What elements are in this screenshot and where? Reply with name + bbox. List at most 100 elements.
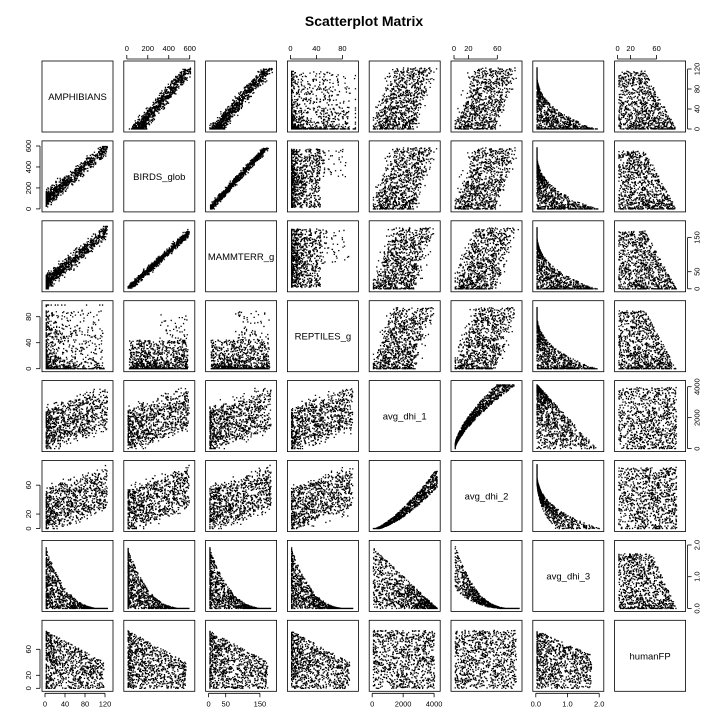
panel-0-5 xyxy=(450,60,523,133)
scatter-points xyxy=(618,466,678,530)
panel-2-4 xyxy=(368,220,441,293)
right-axis-0: 0 40 80 120 xyxy=(687,63,702,131)
scatter-points xyxy=(536,67,598,130)
scatter-points xyxy=(291,467,354,530)
tick-label: 20 xyxy=(24,671,33,679)
panel-2-3 xyxy=(286,220,359,293)
scatter-points xyxy=(618,150,676,210)
panel-frame xyxy=(286,540,359,612)
right-axis-2: 0 50 150 xyxy=(687,231,702,291)
panel-frame xyxy=(614,540,686,612)
panel-frame xyxy=(532,380,605,453)
panel-frame xyxy=(368,619,441,692)
tick-label: 1.0 xyxy=(562,699,572,708)
scatter-points xyxy=(127,630,187,689)
variable-label: avg_dhi_3 xyxy=(546,571,590,582)
panel-0-6 xyxy=(532,60,605,133)
top-axis-7: 0 20 60 xyxy=(616,44,661,60)
panel-3-4 xyxy=(368,300,441,373)
scatter-points xyxy=(536,384,597,450)
panel-frame xyxy=(123,220,196,293)
panel-frame xyxy=(123,380,196,453)
panel-frame xyxy=(614,619,686,692)
scatter-points xyxy=(291,70,357,130)
tick-label: 0 xyxy=(125,44,129,53)
variable-label: BIRDS_glob xyxy=(133,172,185,183)
panel-1-0 xyxy=(41,140,114,213)
tick-label: 40 xyxy=(312,44,320,53)
panel-frame xyxy=(532,60,605,133)
panel-3-5 xyxy=(450,300,523,373)
tick-label: 150 xyxy=(693,231,702,244)
tick-label: 120 xyxy=(693,63,702,76)
panel-frame xyxy=(532,140,605,213)
panel-frame xyxy=(286,140,359,213)
scatter-points xyxy=(536,631,593,689)
panel-6-5 xyxy=(450,540,523,612)
panel-frame xyxy=(532,460,605,532)
panel-frame xyxy=(286,60,359,133)
scatter-points xyxy=(454,67,517,130)
scatter-points xyxy=(45,464,108,530)
scatter-points xyxy=(128,67,192,130)
right-axis-4: 0 2000 4000 xyxy=(687,378,702,451)
panel-5-6 xyxy=(532,460,605,532)
tick-label: 120 xyxy=(99,699,112,708)
scatter-points xyxy=(291,148,347,209)
tick-label: 40 xyxy=(24,339,33,347)
panel-2-1 xyxy=(123,220,196,293)
tick-label: 0 xyxy=(24,526,33,530)
scatter-points xyxy=(372,227,435,290)
panel-frame xyxy=(532,540,605,612)
scatter-points xyxy=(618,553,677,610)
panel-6-7 xyxy=(614,540,686,612)
panel-frame xyxy=(450,60,523,133)
panel-frame xyxy=(123,460,196,532)
scatter-points xyxy=(372,147,438,210)
tick-label: 0 xyxy=(24,207,33,211)
panel-4-4: avg_dhi_1 xyxy=(368,380,441,453)
panel-frame xyxy=(614,460,686,532)
panel-frame xyxy=(368,380,441,453)
scatter-points xyxy=(45,388,108,450)
tick-label: 60 xyxy=(24,481,33,489)
variable-label: MAMMTERR_g xyxy=(208,252,275,263)
panel-frame xyxy=(41,540,114,612)
variable-label: avg_dhi_2 xyxy=(465,492,509,503)
tick-label: 0.0 xyxy=(693,603,702,613)
panel-frame xyxy=(41,300,114,373)
panel-7-0 xyxy=(41,619,114,692)
tick-label: 60 xyxy=(24,645,33,653)
scatter-points xyxy=(209,387,272,450)
scatter-points xyxy=(618,70,676,130)
panel-frame xyxy=(614,140,686,213)
panel-4-2 xyxy=(205,380,278,453)
panel-frame xyxy=(532,300,605,373)
panel-frame xyxy=(41,619,114,692)
scatter-points xyxy=(536,227,598,290)
panel-frame xyxy=(41,220,114,293)
panel-frame xyxy=(205,140,278,213)
tick-label: 60 xyxy=(652,44,660,53)
panel-frame xyxy=(205,460,278,532)
scatter-points xyxy=(372,629,436,689)
panel-3-1 xyxy=(123,300,196,373)
panel-7-6 xyxy=(532,619,605,692)
panel-frame xyxy=(205,619,278,692)
scatter-points xyxy=(618,310,677,370)
scatter-points xyxy=(291,388,354,450)
panel-0-2 xyxy=(205,60,278,133)
panel-6-4 xyxy=(368,540,441,612)
panel-5-4 xyxy=(368,460,441,532)
panel-0-4 xyxy=(368,60,441,133)
tick-label: 200 xyxy=(24,182,33,195)
panel-7-7: humanFP xyxy=(614,619,686,692)
panel-1-4 xyxy=(368,140,441,213)
tick-label: 80 xyxy=(24,313,33,321)
tick-label: 0 xyxy=(616,44,620,53)
scatter-points xyxy=(291,547,354,610)
tick-label: 0 xyxy=(452,44,456,53)
panels-group: AMPHIBIANS BIRDS_glob MAMMTERR_g REPTILES_g… xyxy=(24,44,702,708)
panel-2-2: MAMMTERR_g xyxy=(205,220,278,293)
